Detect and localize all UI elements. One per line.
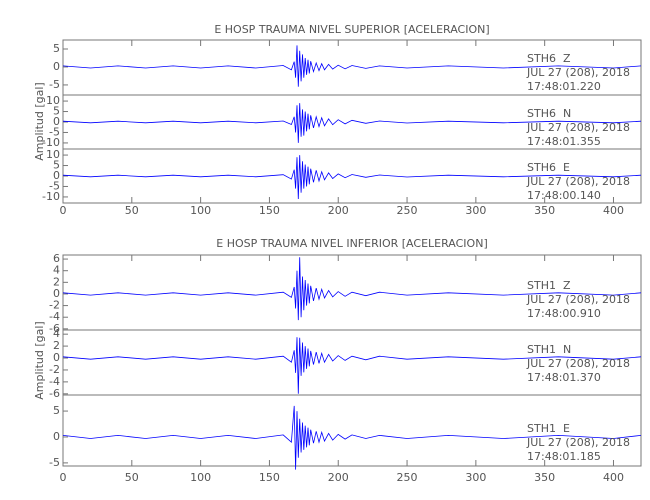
y-tick-label: -6: [49, 387, 60, 400]
y-tick-label: 0: [53, 351, 60, 364]
time-label: 17:48:01.370: [527, 371, 601, 384]
date-label: JUL 27 (208), 2018: [526, 436, 630, 449]
y-tick-label: 0: [53, 287, 60, 300]
time-label: 17:48:01.185: [527, 450, 601, 463]
x-tick-label: 200: [328, 471, 349, 484]
y-tick-label: -10: [42, 136, 60, 149]
y-tick-label: 0: [53, 169, 60, 182]
y-tick-label: -4: [49, 375, 60, 388]
y-tick-label: 0: [53, 115, 60, 128]
x-tick-label: 300: [465, 204, 486, 217]
y-tick-label: 5: [53, 404, 60, 417]
x-tick-label: 100: [190, 471, 211, 484]
y-tick-label: 6: [53, 252, 60, 265]
time-label: 17:48:01.355: [527, 135, 601, 148]
y-tick-label: 5: [53, 159, 60, 172]
station-label: STH6 N: [527, 107, 571, 120]
waveform: [62, 45, 642, 87]
station-label: STH6 Z: [527, 52, 571, 65]
y-axis-label: Amplitud [gal]: [33, 82, 46, 160]
y-tick-label: 0: [53, 60, 60, 73]
waveform: [62, 155, 642, 200]
x-tick-label: 200: [328, 204, 349, 217]
x-tick-label: 50: [125, 204, 139, 217]
y-axis-label: Amplitud [gal]: [33, 321, 46, 399]
date-label: JUL 27 (208), 2018: [526, 357, 630, 370]
x-tick-label: 150: [259, 471, 280, 484]
y-tick-label: 4: [53, 264, 60, 277]
station-label: STH1 E: [527, 422, 570, 435]
x-tick-label: 350: [534, 471, 555, 484]
x-tick-label: 0: [60, 204, 67, 217]
date-label: JUL 27 (208), 2018: [526, 121, 630, 134]
y-tick-label: 2: [53, 275, 60, 288]
chart-title: E HOSP TRAUMA NIVEL SUPERIOR [ACELERACIO…: [214, 23, 489, 36]
y-tick-label: -10: [42, 190, 60, 203]
y-tick-label: -2: [49, 363, 60, 376]
waveform: [62, 103, 642, 143]
waveform: [62, 405, 642, 470]
date-label: JUL 27 (208), 2018: [526, 293, 630, 306]
y-tick-label: -5: [49, 125, 60, 138]
time-label: 17:48:00.140: [527, 189, 601, 202]
station-label: STH6 E: [527, 161, 570, 174]
waveform: [62, 337, 642, 394]
x-tick-label: 50: [125, 471, 139, 484]
x-tick-label: 250: [397, 471, 418, 484]
y-tick-label: 10: [46, 148, 60, 161]
y-tick-label: -5: [49, 456, 60, 469]
y-tick-label: -5: [49, 179, 60, 192]
x-tick-label: 100: [190, 204, 211, 217]
time-label: 17:48:00.910: [527, 307, 601, 320]
y-tick-label: 2: [53, 339, 60, 352]
x-tick-label: 400: [603, 471, 624, 484]
x-tick-label: 400: [603, 204, 624, 217]
waveform: [62, 257, 642, 321]
date-label: JUL 27 (208), 2018: [526, 175, 630, 188]
y-tick-label: -4: [49, 310, 60, 323]
y-tick-label: 10: [46, 94, 60, 107]
y-tick-label: 4: [53, 327, 60, 340]
station-label: STH1 N: [527, 343, 571, 356]
time-label: 17:48:01.220: [527, 80, 601, 93]
station-label: STH1 Z: [527, 279, 571, 292]
y-tick-label: -5: [49, 78, 60, 91]
y-tick-label: -6: [49, 322, 60, 335]
y-tick-label: 5: [53, 105, 60, 118]
x-tick-label: 150: [259, 204, 280, 217]
panel-frame: [62, 394, 642, 467]
date-label: JUL 27 (208), 2018: [526, 66, 630, 79]
x-tick-label: 0: [60, 471, 67, 484]
x-tick-label: 350: [534, 204, 555, 217]
chart-title: E HOSP TRAUMA NIVEL INFERIOR [ACELERACIO…: [216, 237, 487, 250]
x-tick-label: 300: [465, 471, 486, 484]
y-tick-label: 0: [53, 430, 60, 443]
y-tick-label: 5: [53, 42, 60, 55]
x-tick-label: 250: [397, 204, 418, 217]
y-tick-label: -2: [49, 299, 60, 312]
